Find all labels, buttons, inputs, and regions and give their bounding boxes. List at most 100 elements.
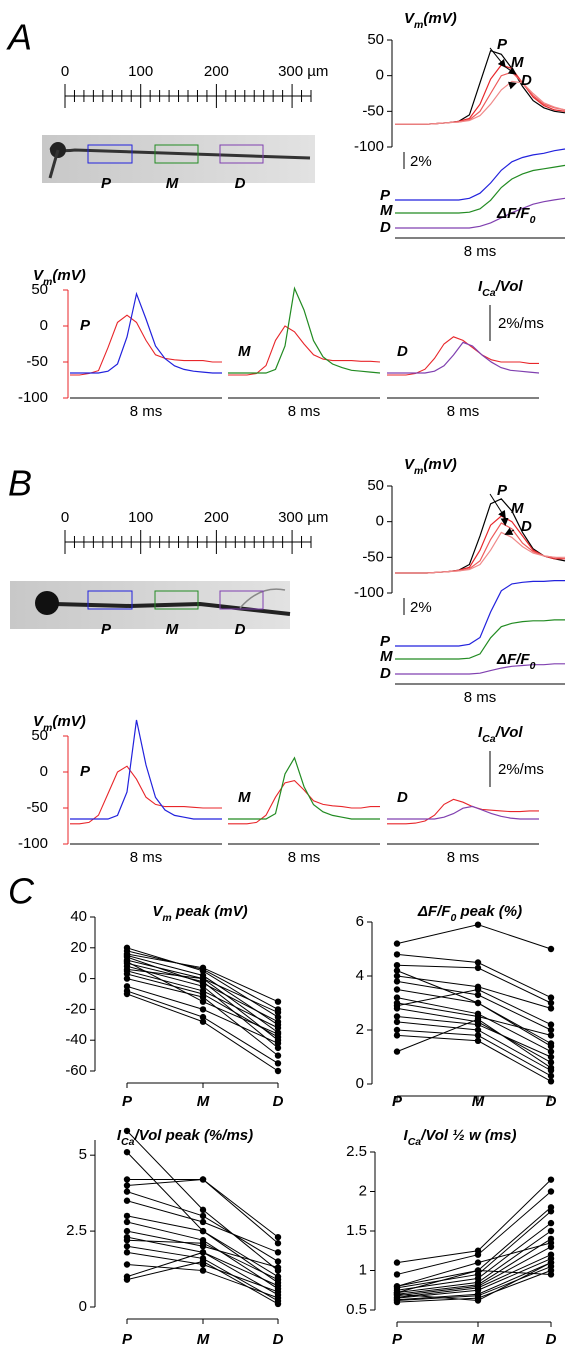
data-point [393, 1291, 401, 1298]
tick-label: 100 [128, 63, 153, 80]
region-box [219, 144, 264, 164]
data-point [199, 1240, 207, 1247]
data-point [199, 1018, 207, 1025]
vm-trace [70, 314, 222, 376]
label-part: I [117, 1127, 122, 1144]
trace-label: ICa/Vol [478, 278, 523, 299]
y-tick-label: 0 [40, 763, 48, 780]
series-label: P [497, 482, 508, 499]
label-part: /Vol [495, 724, 524, 741]
label-part: ΔF/F [496, 205, 530, 222]
x-tick-label: P [122, 1093, 133, 1110]
arrow [503, 65, 517, 75]
trace [395, 498, 566, 574]
trace [395, 522, 566, 574]
data-point [547, 1043, 555, 1050]
series-label: D [380, 219, 391, 236]
data-point [123, 958, 131, 965]
tick-label: 300 µm [278, 509, 328, 526]
y-tick-label: 4 [356, 967, 364, 984]
tick-label: 200 [204, 63, 229, 80]
data-point [547, 1053, 555, 1061]
y-tick-label: -60 [65, 1062, 87, 1079]
y-tick-label: 0 [79, 970, 87, 987]
panel-label: C [8, 871, 35, 912]
data-point [474, 1259, 482, 1266]
data-point [474, 921, 482, 928]
arrow [489, 47, 506, 68]
scale-label: 8 ms [130, 849, 163, 866]
y-tick-label: 6 [356, 913, 364, 930]
data-point [393, 1259, 401, 1266]
data-point [474, 1251, 482, 1258]
data-point [123, 1127, 131, 1135]
series-label: M [238, 343, 251, 360]
label-part: (mV) [423, 10, 456, 27]
data-point [123, 944, 131, 951]
arrow [504, 527, 515, 535]
vm-trace [70, 765, 222, 825]
data-point [547, 1064, 555, 1072]
label-part: ΔF/F [417, 903, 451, 920]
data-point [474, 999, 482, 1007]
y-axis-label: Vm(mV) [33, 713, 86, 734]
region-box [219, 590, 264, 610]
label-part: 0 [530, 214, 536, 226]
y-tick-label: -100 [354, 584, 384, 601]
data-point [474, 1026, 482, 1034]
series-label: M [511, 500, 524, 517]
data-point [393, 1283, 401, 1290]
data-point [274, 1249, 282, 1256]
trace [395, 164, 566, 214]
data-point [199, 998, 207, 1005]
x-tick-label: D [546, 1093, 557, 1110]
label-part: ΔF/F [496, 651, 530, 668]
series-label: P [380, 187, 391, 204]
data-point [393, 1032, 401, 1039]
data-point [393, 1026, 401, 1034]
scale-label: 8 ms [288, 403, 321, 420]
scale-label: 2%/ms [498, 315, 544, 332]
data-point [393, 1271, 401, 1278]
data-point [199, 1249, 207, 1256]
data-point [199, 993, 207, 1001]
data-point [547, 1078, 555, 1085]
data-point [274, 1282, 282, 1289]
label-part: /Vol [495, 278, 524, 295]
series-label: P [80, 763, 91, 780]
data-point [547, 1059, 555, 1066]
data-point [199, 1006, 207, 1013]
trace [395, 71, 566, 125]
label-part: V [33, 713, 45, 730]
arrow [507, 81, 517, 90]
subject-line [396, 953, 552, 999]
data-point [123, 1176, 131, 1183]
chart: 50 0 -50 -100 Vm(mV) PMD [354, 10, 566, 155]
data-point [547, 999, 555, 1007]
tick-label: 200 [204, 509, 229, 526]
data-point [199, 1206, 207, 1214]
label-part: Ca [121, 1136, 135, 1148]
panel-label: A [6, 17, 32, 58]
data-point [274, 1233, 282, 1241]
chart: 0 100 200 300 µm P M D [61, 63, 329, 192]
data-point [123, 983, 131, 990]
chart: 50 0 -50 -100 Vm(mV) PMD [354, 456, 566, 601]
series-label: D [397, 343, 408, 360]
data-point [123, 1276, 131, 1283]
data-point [393, 986, 401, 993]
vm-trace [228, 325, 381, 376]
tick-label: 0 [61, 63, 69, 80]
chart: 0.5 1 1.5 2 2.5 ICa/Vol ½ w (ms) P M D [346, 1127, 556, 1348]
region-label: D [235, 621, 246, 638]
scale-label: 8 ms [447, 403, 480, 420]
data-point [547, 1026, 555, 1034]
chart: 40 20 0 -20 -40 -60 Vm peak (mV) P M D [65, 903, 283, 1110]
trace-label: ΔF/F0 [496, 205, 536, 226]
data-point [123, 1197, 131, 1204]
data-point [393, 967, 401, 974]
data-point [393, 978, 401, 985]
trace-label: ICa/Vol [478, 724, 523, 745]
